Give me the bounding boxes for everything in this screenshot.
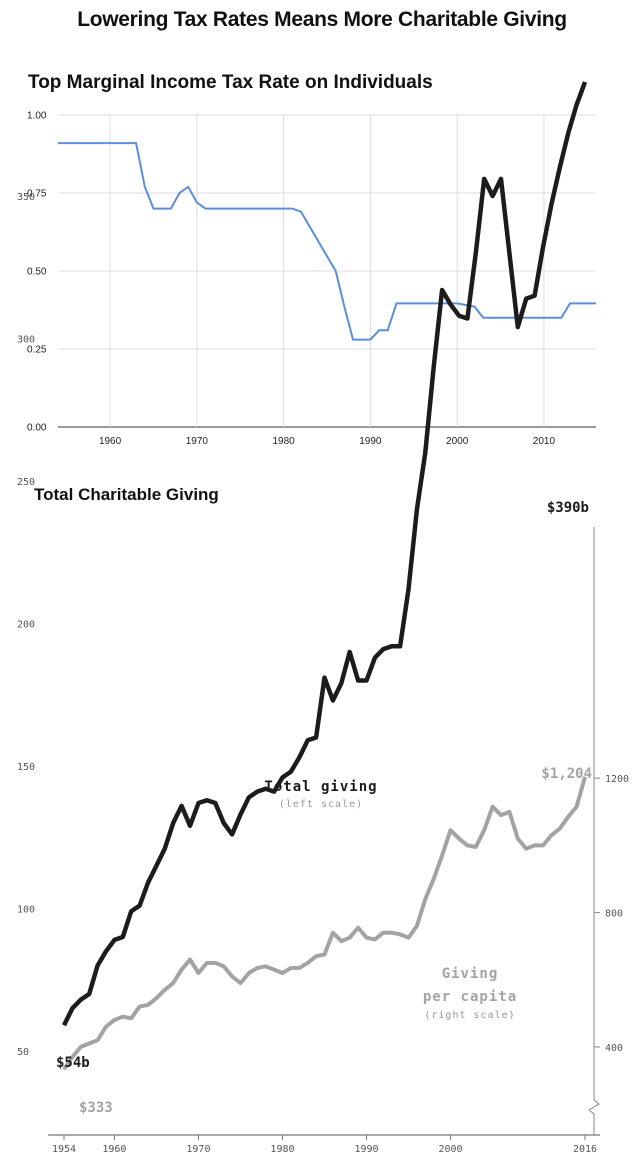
x-tick-label: 1960 [99,436,122,447]
main-title: Lowering Tax Rates Means More Charitable… [77,8,567,31]
total-start-label: $54b [56,1055,90,1071]
left-y-tick-label: 100 [17,905,35,916]
percapita-label-line1: Giving [442,966,499,982]
percapita-start-label: $333 [79,1100,113,1116]
total-end-label: $390b [547,500,589,516]
x-tick-label: 2010 [533,436,556,447]
percapita-end-label: $1,204 [541,766,592,782]
total-giving-scale-label: (left scale) [279,799,363,810]
percapita-label-line2: per capita [423,989,517,1005]
y-tick-label: 1.00 [27,111,47,122]
x-tick-label: 1980 [270,1144,294,1155]
x-tick-label: 2016 [573,1144,597,1155]
right-y-tick-label: 1200 [605,774,629,785]
total-giving-label: Total giving [264,779,377,795]
x-tick-label: 1960 [102,1144,126,1155]
y-tick-label: 0.50 [27,267,47,278]
left-y-tick-label: 250 [17,477,35,488]
giving-per-capita-line [62,776,587,1071]
x-tick-label: 1980 [272,436,295,447]
tax-rate-chart: 0.00 0.25 0.50 0.75 1.00 1960 1970 1980 1990 2000… [27,111,596,447]
x-tick-label: 1954 [52,1144,76,1155]
y-tick-label: 0.25 [27,345,47,356]
left-y-tick-label: 200 [17,620,35,631]
left-y-tick-label: 50 [17,1047,29,1058]
y-tick-label: 0.00 [27,423,47,434]
left-y-tick-label: 300 [17,335,35,346]
right-y-tick-label: 800 [605,909,623,920]
tax-rate-line [58,142,596,341]
x-tick-label: 2000 [439,1144,463,1155]
tax-chart-title: Top Marginal Income Tax Rate on Individu… [28,72,433,93]
axis-break-mark [587,1099,601,1135]
x-tick-label: 1970 [186,1144,210,1155]
right-y-tick-label: 400 [605,1043,623,1054]
giving-chart-title: Total Charitable Giving [34,485,219,504]
x-tick-label: 1990 [359,436,382,447]
y-tick-label: 0.75 [27,189,47,200]
percapita-scale-label: (right scale) [424,1010,515,1021]
x-tick-label: 2000 [446,436,469,447]
total-giving-line [61,81,588,1027]
left-y-tick-label: 150 [17,762,35,773]
left-y-tick-label: 350 [17,192,35,203]
x-tick-label: 1990 [354,1144,378,1155]
x-tick-label: 1970 [186,436,209,447]
